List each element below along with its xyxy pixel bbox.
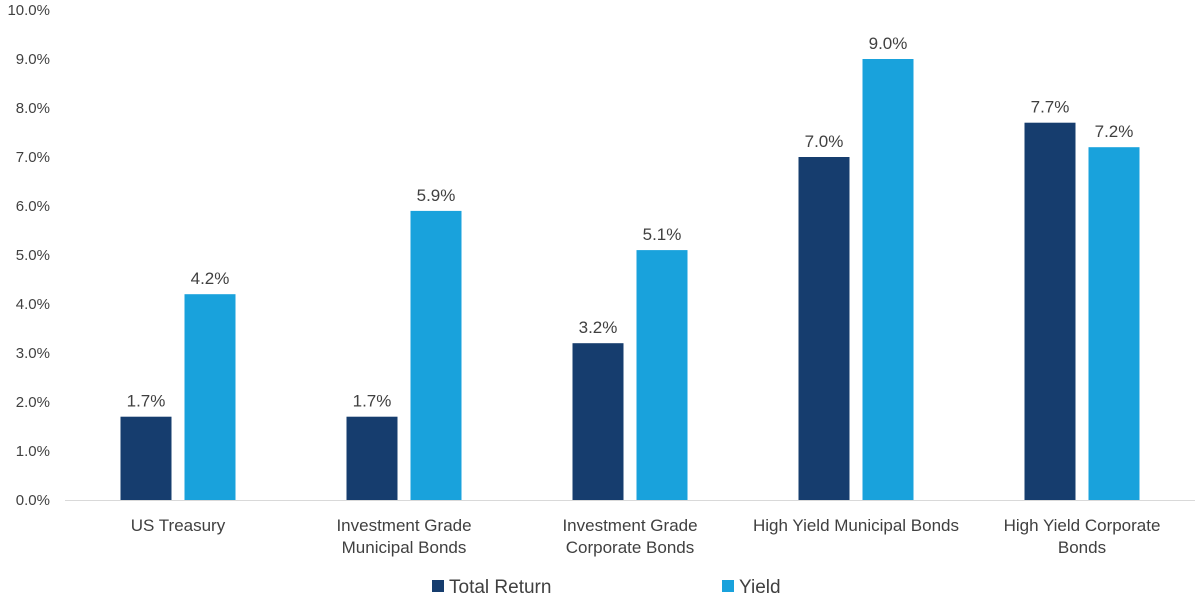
x-category-label: Investment Grade Corporate Bonds xyxy=(562,516,697,557)
y-tick-label: 1.0% xyxy=(16,443,50,460)
y-tick-label: 4.0% xyxy=(16,296,50,313)
y-tick-label: 9.0% xyxy=(16,51,50,68)
data-labels: 1.7% 4.2% 1.7% 5.9% 3.2% 5.1% 7.0% 9.0% 7.7% 7.2% xyxy=(127,34,1134,411)
x-category-label: US Treasury xyxy=(131,516,226,535)
bar-total-return xyxy=(798,157,850,500)
legend-swatch-total-return xyxy=(432,580,444,592)
y-axis: 0.0% 1.0% 2.0% 3.0% 4.0% 5.0% 6.0% 7.0% 8.0% 9.0%… xyxy=(7,2,50,509)
y-tick-label: 2.0% xyxy=(16,394,50,411)
y-tick-label: 7.0% xyxy=(16,149,50,166)
bar-yield xyxy=(410,210,462,500)
y-tick-label: 8.0% xyxy=(16,100,50,117)
data-label-total-return: 7.0% xyxy=(805,132,844,151)
legend: Total Return Yield xyxy=(432,577,781,598)
x-category-label: High Yield Corporate Bonds xyxy=(1004,516,1161,557)
data-label-yield: 9.0% xyxy=(869,34,908,53)
data-label-total-return: 7.7% xyxy=(1031,98,1070,117)
bar-yield xyxy=(1088,147,1140,500)
bar-yield xyxy=(184,294,236,500)
data-label-yield: 5.9% xyxy=(417,186,456,205)
data-label-yield: 7.2% xyxy=(1095,122,1134,141)
data-label-total-return: 1.7% xyxy=(353,392,392,411)
x-axis-category-labels: US Treasury Investment Grade Municipal Bon… xyxy=(131,516,1161,557)
y-tick-label: 10.0% xyxy=(7,2,50,19)
bars xyxy=(120,59,1140,500)
bar-yield xyxy=(862,59,914,500)
bar-total-return xyxy=(1024,122,1076,500)
x-category-label: High Yield Municipal Bonds xyxy=(753,516,959,535)
bar-yield xyxy=(636,250,688,500)
bar-total-return xyxy=(120,416,172,500)
legend-swatch-yield xyxy=(722,580,734,592)
legend-label-yield: Yield xyxy=(739,577,781,598)
data-label-total-return: 3.2% xyxy=(579,318,618,337)
y-tick-label: 6.0% xyxy=(16,198,50,215)
bar-total-return xyxy=(572,343,624,500)
data-label-yield: 5.1% xyxy=(643,225,682,244)
y-tick-label: 0.0% xyxy=(16,492,50,509)
y-tick-label: 5.0% xyxy=(16,247,50,264)
x-category-label: Investment Grade Municipal Bonds xyxy=(336,516,471,557)
y-tick-label: 3.0% xyxy=(16,345,50,362)
data-label-total-return: 1.7% xyxy=(127,392,166,411)
bar-total-return xyxy=(346,416,398,500)
data-label-yield: 4.2% xyxy=(191,269,230,288)
legend-label-total-return: Total Return xyxy=(449,577,551,598)
